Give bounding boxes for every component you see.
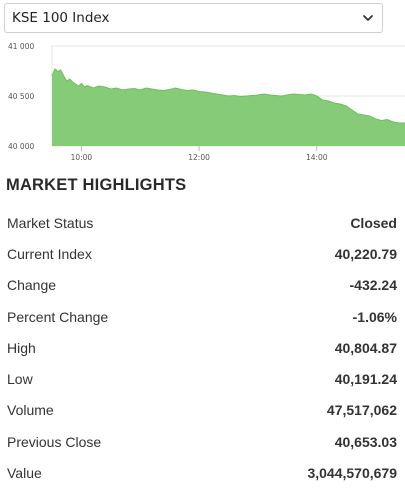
- highlight-row: Current Index 40,220.79: [0, 238, 405, 269]
- highlight-label: Change: [7, 277, 57, 294]
- highlight-value: -432.24: [349, 277, 397, 294]
- highlight-row: Value 3,044,570,679: [0, 457, 405, 488]
- highlight-label: Volume: [7, 402, 54, 419]
- x-tick-label: 14:00: [306, 153, 328, 162]
- highlight-value: 40,804.87: [334, 339, 397, 356]
- x-tick-label: 12:00: [188, 153, 210, 162]
- highlight-row: High 40,804.87: [0, 332, 405, 363]
- index-chart-svg: 41 000 40 500 40 000 10:00 12:00 14:00: [8, 42, 405, 162]
- y-tick-label: 40 500: [8, 92, 34, 101]
- chevron-down-icon: [363, 15, 373, 21]
- y-tick-label: 40 000: [8, 142, 34, 151]
- highlight-value: 40,191.24: [334, 371, 397, 388]
- highlight-label: Low: [7, 371, 33, 388]
- highlight-row: Volume 47,517,062: [0, 395, 405, 426]
- highlight-label: Market Status: [7, 214, 94, 231]
- series-area: [52, 69, 405, 146]
- highlight-label: Previous Close: [7, 433, 102, 450]
- index-selector-value: KSE 100 Index: [12, 10, 110, 26]
- highlight-row: Low 40,191.24: [0, 363, 405, 394]
- highlight-row: Previous Close 40,653.03: [0, 426, 405, 457]
- index-selector[interactable]: KSE 100 Index: [4, 3, 383, 33]
- highlight-value: 40,220.79: [334, 245, 397, 262]
- market-highlights-table: Market Status Closed Current Index 40,220.7…: [0, 207, 405, 489]
- highlight-value: 47,517,062: [326, 402, 397, 419]
- index-chart[interactable]: 41 000 40 500 40 000 10:00 12:00 14:00: [0, 38, 405, 178]
- highlight-value: -1.06%: [352, 308, 397, 325]
- series-line: [51, 68, 405, 124]
- highlight-label: High: [7, 339, 36, 356]
- x-tick-label: 10:00: [71, 153, 93, 162]
- highlight-label: Percent Change: [7, 308, 109, 325]
- y-tick-label: 41 000: [8, 42, 34, 51]
- highlight-value: 40,653.03: [334, 433, 397, 450]
- highlight-row: Change -432.24: [0, 270, 405, 301]
- highlight-value: 3,044,570,679: [307, 465, 397, 482]
- highlight-label: Value: [7, 465, 42, 482]
- highlight-row: Percent Change -1.06%: [0, 301, 405, 332]
- highlight-label: Current Index: [7, 245, 92, 262]
- highlight-value: Closed: [350, 214, 397, 231]
- highlight-row: Market Status Closed: [0, 207, 405, 238]
- market-highlights-heading: MARKET HIGHLIGHTS: [6, 176, 187, 194]
